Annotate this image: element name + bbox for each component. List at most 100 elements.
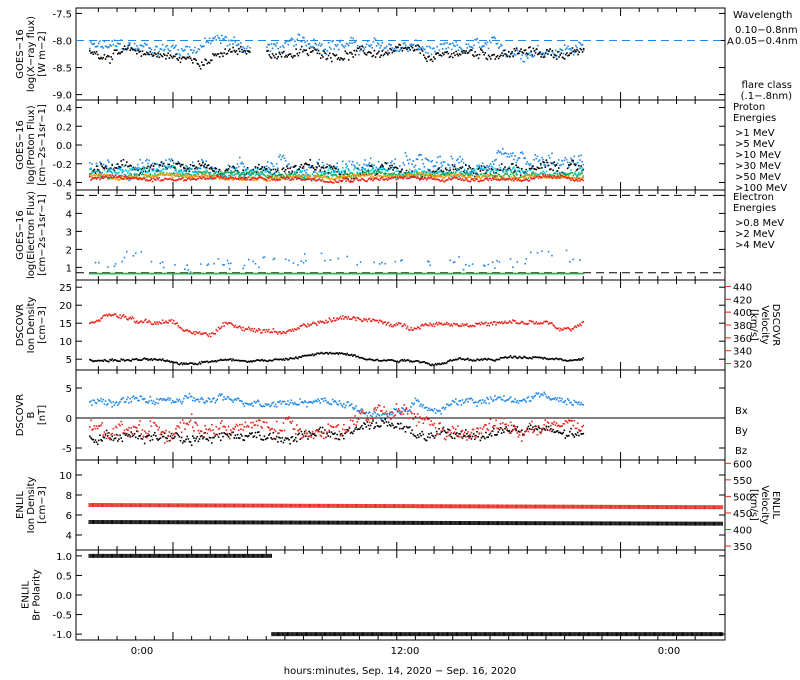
point (506, 322, 509, 324)
y-tick-label: 3 (66, 227, 72, 238)
point (343, 46, 346, 49)
point (317, 162, 319, 164)
point (374, 319, 376, 322)
point (344, 178, 346, 180)
point (526, 57, 529, 59)
point (490, 272, 493, 275)
point (209, 59, 212, 62)
point (191, 171, 194, 173)
point (161, 174, 164, 176)
point (350, 180, 353, 183)
point (190, 362, 193, 364)
point (102, 315, 105, 317)
point (512, 167, 514, 169)
point (475, 171, 477, 174)
point (532, 55, 535, 58)
point (368, 177, 371, 180)
point (440, 322, 443, 325)
point (439, 174, 441, 177)
point (136, 357, 138, 360)
point (442, 174, 445, 176)
y-tick-label: 0.0 (56, 141, 72, 152)
point (268, 170, 270, 173)
point (539, 176, 542, 178)
point (470, 272, 473, 275)
point (482, 165, 485, 168)
point (170, 175, 173, 177)
point (310, 178, 313, 181)
point (153, 49, 156, 51)
point (193, 178, 195, 180)
series (89, 272, 585, 275)
point (139, 177, 142, 180)
point (462, 50, 464, 52)
point (238, 179, 241, 181)
point (102, 176, 105, 178)
point (454, 167, 457, 170)
point (401, 259, 403, 261)
point (527, 177, 530, 179)
point (136, 176, 138, 178)
point (172, 272, 175, 275)
point (471, 169, 474, 171)
point (458, 256, 460, 258)
point (258, 163, 260, 166)
point (266, 179, 269, 182)
point (560, 49, 563, 51)
point (534, 174, 537, 176)
point (196, 175, 199, 177)
point (365, 174, 368, 177)
point (189, 272, 192, 275)
point (384, 173, 387, 176)
point (121, 260, 124, 263)
point (114, 263, 117, 265)
flare-class-title: (.1−.8nm) (741, 91, 792, 102)
point (102, 272, 105, 275)
point (325, 181, 327, 183)
point (228, 171, 231, 174)
point (99, 40, 101, 42)
point (296, 328, 298, 331)
point (158, 170, 161, 173)
point (535, 272, 538, 275)
point (123, 316, 126, 318)
point (191, 175, 194, 178)
point (133, 168, 136, 171)
point (418, 154, 420, 157)
point (383, 47, 386, 49)
point (364, 46, 367, 48)
point (308, 47, 311, 50)
point (281, 155, 284, 158)
point (443, 180, 446, 183)
point (249, 46, 251, 49)
point (217, 326, 220, 329)
point (200, 332, 203, 335)
point (465, 263, 467, 266)
point (421, 50, 424, 52)
point (222, 176, 224, 178)
point (198, 361, 201, 364)
point (339, 180, 342, 182)
point (176, 173, 178, 176)
point (431, 325, 434, 327)
point (232, 324, 234, 327)
point (136, 45, 138, 47)
point (527, 272, 530, 275)
point (223, 272, 225, 275)
point (208, 62, 211, 64)
point (463, 174, 466, 177)
point (92, 272, 95, 275)
point (440, 43, 443, 45)
point (166, 172, 168, 175)
point (93, 177, 96, 179)
point (128, 170, 130, 172)
point (358, 272, 361, 275)
point (455, 41, 457, 43)
point (426, 159, 429, 161)
point (532, 272, 534, 275)
point (410, 43, 413, 46)
point (456, 53, 459, 55)
point (265, 168, 268, 170)
point (346, 178, 349, 180)
point (101, 165, 103, 168)
